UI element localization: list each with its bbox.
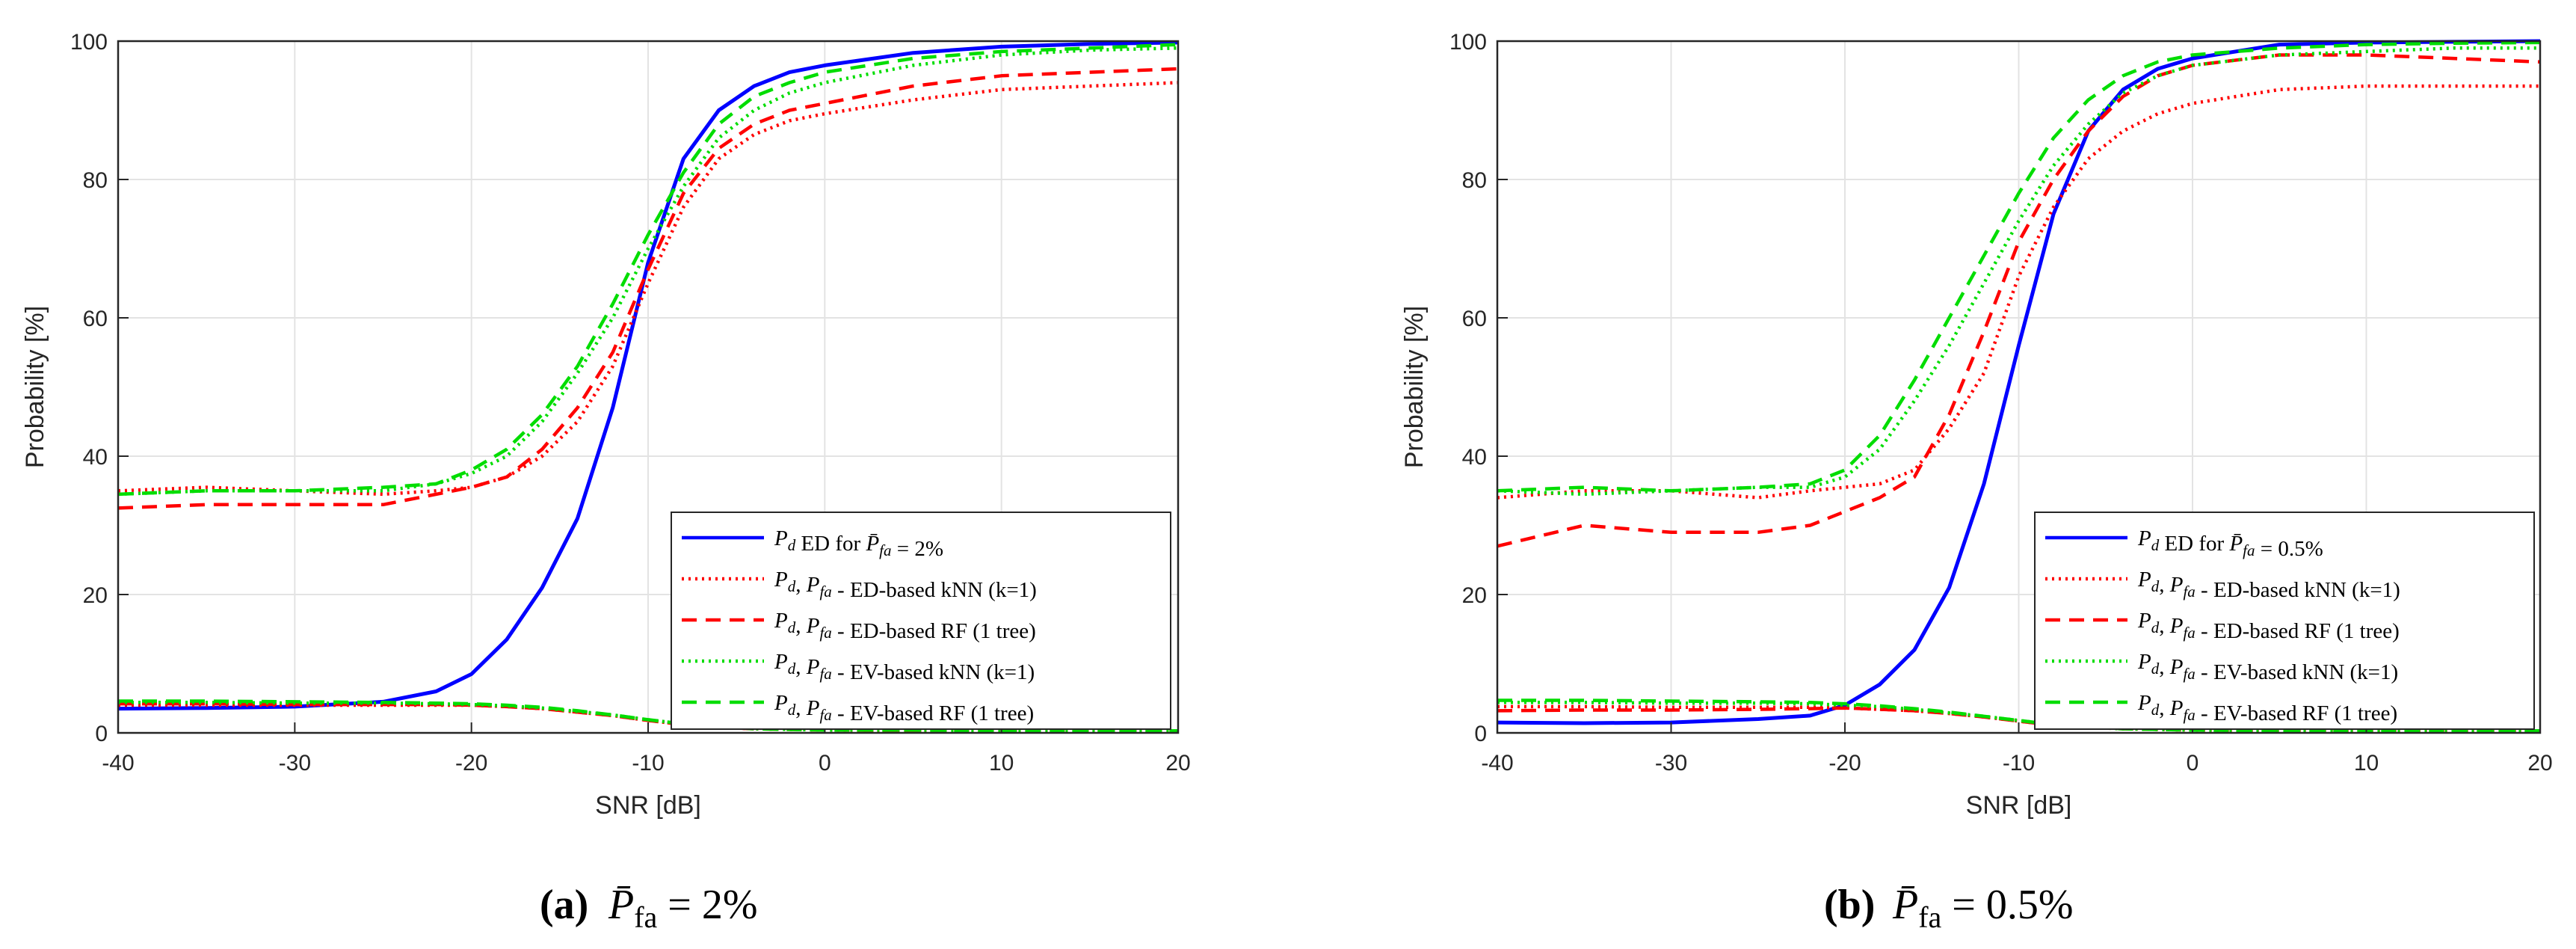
legend-entry: Pd, Pfa - ED-based kNN (k=1): [2137, 568, 2400, 602]
x-tick-label: -20: [455, 751, 487, 776]
legend-entry: Pd, Pfa - EV-based kNN (k=1): [2137, 650, 2398, 684]
x-tick-label: 20: [2527, 751, 2552, 776]
y-tick-label: 80: [1462, 168, 1487, 193]
y-tick-label: 40: [1462, 445, 1487, 470]
y-tick-label: 100: [1449, 30, 1487, 55]
x-tick-label: -30: [1655, 751, 1687, 776]
legend-entry: Pd, Pfa - EV-based kNN (k=1): [774, 650, 1035, 684]
y-tick-label: 0: [95, 722, 108, 746]
y-tick-label: 0: [1474, 722, 1487, 746]
y-tick-label: 60: [1462, 307, 1487, 331]
y-tick-label: 60: [83, 307, 108, 331]
y-tick-label: 20: [1462, 583, 1487, 608]
panel-caption: (a) P̄fa = 2%: [540, 882, 758, 934]
legend: Pd ED for P̄fa = 0.5% Pd, Pfa - ED-based …: [2034, 512, 2535, 730]
series-line-4: [1497, 40, 2541, 493]
x-tick-label: 0: [819, 751, 831, 776]
chart-panel-a: -40 -30 -20 -10 0 10 20 0 20 40 60 80 100 SNR [dB] Pro…: [21, 30, 1191, 934]
x-tick-label: 10: [2354, 751, 2379, 776]
series-line-8: [1497, 698, 2540, 733]
chart-panel-b: -40 -30 -20 -10 0 10 20 0 20 40 60 80 100 SNR [dB] Pro…: [1400, 30, 2553, 934]
x-tick-label: -40: [102, 751, 134, 776]
x-tick-label: 10: [989, 751, 1014, 776]
y-tick-label: 40: [83, 445, 108, 470]
y-tick-label: 80: [83, 168, 108, 193]
series-line-4: [117, 43, 1179, 497]
legend-entry: Pd ED for P̄fa = 0.5%: [2137, 526, 2323, 561]
y-axis-label: Probability [%]: [21, 306, 49, 468]
x-tick-label: -10: [632, 751, 664, 776]
x-tick-label: -40: [1481, 751, 1513, 776]
series-line-8: [118, 699, 1178, 733]
x-tick-label: 0: [2187, 751, 2199, 776]
x-axis-label: SNR [dB]: [595, 791, 701, 820]
series-line-1: [1497, 84, 2540, 500]
legend-entry: Pd, Pfa - EV-based RF (1 tree): [774, 691, 1034, 725]
x-axis-label: SNR [dB]: [1966, 791, 2072, 820]
legend-entry: Pd ED for P̄fa = 2%: [774, 526, 943, 561]
y-axis-label: Probability [%]: [1400, 306, 1429, 468]
caption-text: P̄fa = 0.5%: [1892, 882, 2074, 934]
caption-label: (b): [1824, 882, 1875, 928]
series-line-2: [117, 67, 1179, 510]
legend: Pd ED for P̄fa = 2% Pd, Pfa - ED-based kN…: [671, 512, 1171, 730]
legend-entry: Pd, Pfa - ED-based RF (1 tree): [2137, 609, 2400, 643]
x-tick-label: -30: [279, 751, 311, 776]
series-line-0: [117, 40, 1179, 711]
panel-caption: (b) P̄fa = 0.5%: [1824, 882, 2074, 934]
legend-entry: Pd, Pfa - ED-based kNN (k=1): [774, 568, 1037, 602]
series-line-0: [1497, 39, 2541, 725]
caption-text: P̄fa = 2%: [608, 882, 758, 934]
x-tick-label: -20: [1828, 751, 1861, 776]
x-tick-label: 20: [1165, 751, 1190, 776]
caption-label: (a): [540, 882, 588, 928]
x-tick-label: -10: [2003, 751, 2035, 776]
series-line-2: [1497, 53, 2541, 548]
legend-entry: Pd, Pfa - ED-based RF (1 tree): [774, 609, 1036, 643]
y-tick-label: 100: [70, 30, 108, 55]
legend-entry: Pd, Pfa - EV-based RF (1 tree): [2137, 691, 2397, 725]
y-tick-label: 20: [83, 583, 108, 608]
